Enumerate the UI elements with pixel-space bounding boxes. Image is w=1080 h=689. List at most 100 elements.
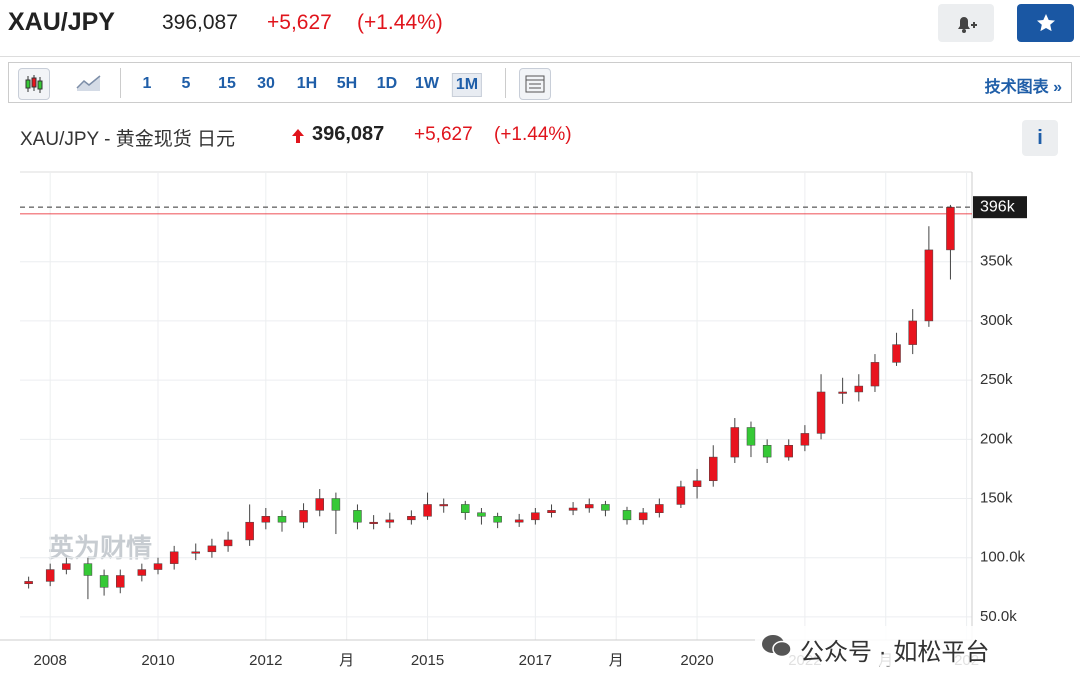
candle-body — [191, 551, 200, 554]
watchlist-button[interactable] — [1017, 4, 1074, 42]
candle-body — [315, 498, 324, 511]
candle-type-button[interactable] — [18, 68, 50, 100]
candle-body — [331, 498, 341, 511]
candle-body — [762, 444, 772, 458]
last-price-label: 396k — [980, 198, 1016, 215]
candle-body — [892, 344, 901, 363]
candle-body — [83, 563, 93, 576]
candle-body — [585, 504, 594, 509]
candle-body — [137, 569, 147, 576]
candle-body — [908, 320, 917, 345]
interval-button[interactable]: 30 — [257, 75, 275, 92]
interval-button[interactable]: 5H — [336, 75, 358, 92]
candle-body — [62, 563, 71, 570]
candle-body — [568, 507, 578, 511]
up-arrow — [292, 129, 304, 143]
x-tick-label: 2010 — [141, 652, 174, 669]
price: 396,087 — [162, 11, 238, 34]
candle-body — [622, 510, 632, 521]
interval-button[interactable]: 5 — [181, 75, 191, 92]
candle-body — [692, 480, 702, 487]
candle-body — [655, 504, 664, 513]
chart-price: 396,087 — [312, 123, 385, 145]
candle-body — [784, 444, 793, 458]
info-button[interactable]: i — [1022, 120, 1058, 156]
interval-button[interactable]: 1H — [296, 75, 318, 92]
table-button[interactable] — [519, 68, 551, 100]
candle-body — [261, 516, 271, 523]
change: +5,627 — [267, 11, 332, 34]
line-type-button[interactable] — [76, 72, 102, 92]
candle-body — [169, 551, 179, 564]
candle-body — [746, 427, 756, 446]
watermark: 英为财情 — [48, 533, 152, 563]
candle-body — [547, 510, 556, 513]
divider — [0, 56, 1080, 57]
candle-body — [423, 504, 432, 517]
x-tick-label: 月 — [609, 652, 624, 669]
candle-body — [461, 504, 470, 513]
y-tick-label: 200k — [980, 430, 1013, 447]
alert-button[interactable] — [938, 4, 994, 42]
interval-button[interactable]: 15 — [218, 75, 236, 92]
interval-button[interactable]: 1 — [142, 75, 152, 92]
x-tick-label: 2020 — [680, 652, 713, 669]
interval-button[interactable]: 1M — [451, 73, 483, 97]
candle-body — [45, 569, 55, 582]
candle-body — [708, 456, 718, 482]
technical-chart-link[interactable]: 技术图表 » — [984, 79, 1062, 96]
x-tick-label: 2008 — [34, 652, 67, 669]
interval-button[interactable]: 1W — [415, 75, 439, 92]
candle-body — [277, 516, 287, 523]
x-tick-label: 月 — [339, 652, 354, 669]
candle-body — [816, 391, 826, 434]
candle-body — [153, 563, 163, 570]
candle-body — [924, 249, 934, 322]
x-tick-label: 2015 — [411, 652, 444, 669]
chart-change-pct: (+1.44%) — [494, 124, 572, 145]
y-tick-label: 250k — [980, 371, 1013, 388]
candle-body — [369, 521, 378, 524]
change-pct: (+1.44%) — [357, 11, 443, 34]
candle-body — [299, 510, 308, 523]
separator — [505, 68, 506, 98]
y-tick-label: 100.0k — [980, 549, 1026, 566]
y-tick-label: 350k — [980, 253, 1013, 270]
watermark-box — [755, 626, 1055, 666]
y-tick-label: 150k — [980, 489, 1013, 506]
candle-body — [946, 206, 955, 251]
candle-body — [116, 575, 125, 588]
x-tick-label: 2017 — [519, 652, 552, 669]
chart-change: +5,627 — [414, 124, 473, 145]
candle-body — [353, 510, 362, 523]
candle-body — [601, 504, 610, 511]
candle-body — [407, 516, 416, 521]
candle-body — [676, 486, 686, 505]
table-icon — [525, 75, 545, 93]
candle-body — [514, 519, 524, 523]
candle-body — [800, 433, 810, 446]
interval-button[interactable]: 1D — [376, 75, 398, 92]
toolbar — [8, 62, 1072, 103]
candle-body — [838, 391, 847, 394]
chart-title: XAU/JPY - 黄金现货 日元 — [20, 129, 236, 150]
bell-icon — [958, 17, 977, 33]
candle-body — [854, 385, 864, 393]
candle-body — [870, 362, 880, 387]
candle-body — [730, 427, 740, 458]
y-tick-label: 50.0k — [980, 608, 1017, 625]
candle-body — [245, 521, 254, 541]
candle-icon — [25, 75, 43, 93]
x-tick-label: 2012 — [249, 652, 282, 669]
separator — [120, 68, 121, 98]
candle-body — [477, 512, 486, 517]
star-icon — [1036, 14, 1055, 32]
last-price-badge — [973, 196, 1027, 219]
candle-body — [531, 512, 540, 521]
candle-body — [493, 516, 502, 523]
symbol: XAU/JPY — [8, 8, 115, 36]
candle-body — [385, 519, 395, 523]
candle-body — [439, 504, 448, 507]
